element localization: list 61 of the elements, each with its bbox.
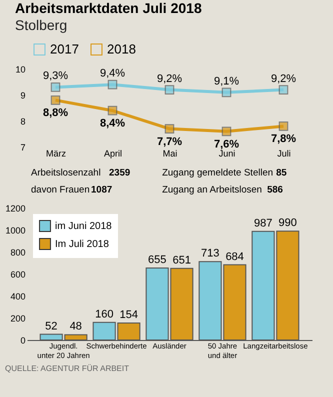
y-tick-label: 1200 <box>5 204 26 214</box>
category-label: davon Frauen <box>31 184 90 196</box>
category-label: Zugang gemeldete Stellen <box>162 168 274 178</box>
legend-label: im Juni 2018 <box>55 221 112 232</box>
x-tick-label: Mai <box>162 148 178 158</box>
point <box>108 80 118 90</box>
data-label: 8,8% <box>42 107 68 120</box>
point <box>164 124 174 134</box>
legend-label: 2017 <box>50 42 79 57</box>
data-label: 9,2% <box>270 72 296 85</box>
y-tick-label: 600 <box>10 270 26 280</box>
data-label: 987 <box>254 217 272 230</box>
data-label: 9,4% <box>100 68 126 80</box>
point <box>222 88 232 98</box>
chart-title: Arbeitsmarktdaten Juli 2018 <box>14 0 202 16</box>
y-tick-label: 7 <box>20 142 26 152</box>
data-label: 7,8% <box>270 133 296 146</box>
y-tick-label: 400 <box>10 292 26 302</box>
data-label: 9,2% <box>156 72 182 85</box>
y-tick-label: 9 <box>20 90 26 100</box>
x-tick-label: März <box>46 148 66 158</box>
data-label: 7,7% <box>156 136 182 148</box>
source-note: QUELLE: AGENTUR FÜR ARBEIT <box>4 364 130 373</box>
data-label: 9,3% <box>42 70 68 82</box>
point <box>108 106 118 116</box>
y-tick-label: 0 <box>20 336 26 346</box>
data-label: 684 <box>226 250 244 263</box>
data-label: 651 <box>172 254 191 266</box>
y-tick-label: 8 <box>20 116 26 126</box>
data-label: 48 <box>70 320 82 333</box>
x-tick-label: Juni <box>218 148 236 158</box>
data-label: 655 <box>148 254 166 266</box>
x-tick-label: Juli <box>277 148 291 158</box>
point <box>50 82 60 92</box>
data-label: 8,4% <box>100 118 126 130</box>
category-label: Zugang an Arbeitslosen <box>162 184 262 196</box>
point <box>278 122 288 131</box>
data-label: 990 <box>278 217 297 230</box>
point <box>278 85 288 94</box>
data-label: 9,1% <box>214 75 240 88</box>
x-tick-label: April <box>104 148 122 158</box>
y-tick-label: 1000 <box>5 226 26 236</box>
point <box>50 96 60 105</box>
data-label: 586 <box>267 184 283 196</box>
category-label: Arbeitslosenzahl <box>31 168 101 178</box>
point <box>164 85 174 94</box>
data-label: 7,6% <box>214 138 240 150</box>
y-tick-label: 200 <box>10 314 26 324</box>
data-label: 85 <box>276 168 288 178</box>
data-label: 713 <box>201 248 220 260</box>
chart-subtitle: Stolberg <box>14 17 68 33</box>
legend-label: Im Juli 2018 <box>55 239 110 250</box>
data-label: 52 <box>45 320 58 332</box>
data-label: 1087 <box>91 184 112 196</box>
data-label: 160 <box>95 308 114 320</box>
y-tick-label: 800 <box>10 248 26 258</box>
data-label: 154 <box>120 309 138 322</box>
y-tick-label: 10 <box>15 64 26 74</box>
point <box>222 126 232 136</box>
legend-label: 2018 <box>107 42 136 57</box>
data-label: 2359 <box>109 168 130 178</box>
